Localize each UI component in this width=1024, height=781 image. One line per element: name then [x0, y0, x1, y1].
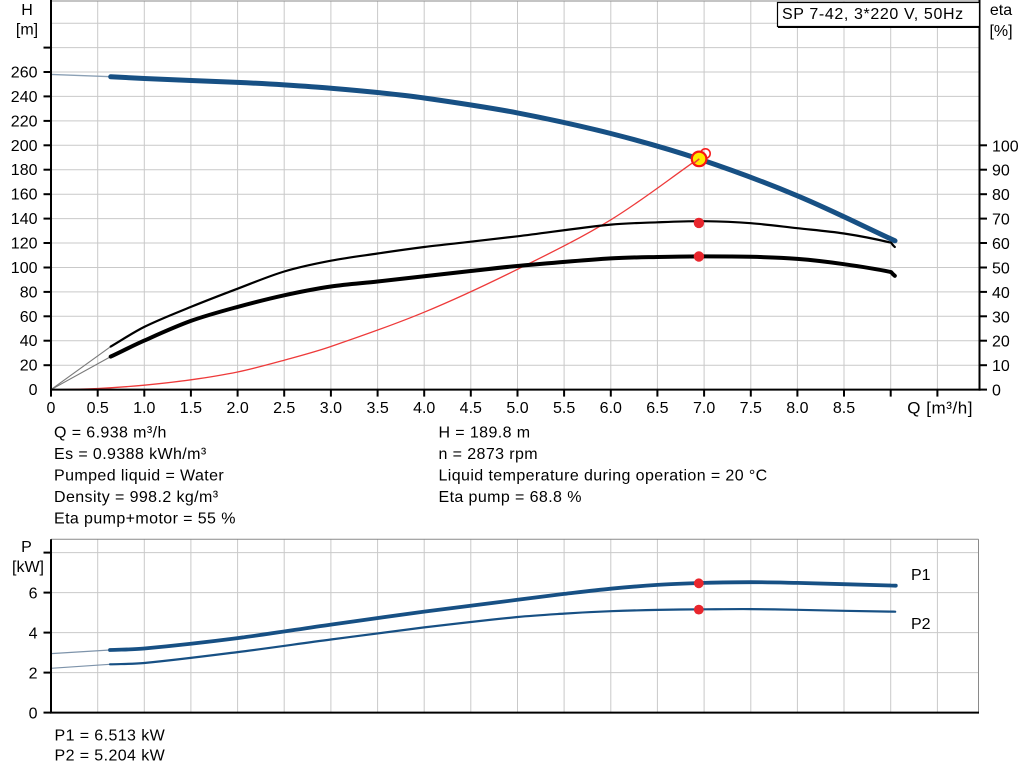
svg-text:1.0: 1.0: [133, 400, 155, 417]
svg-text:H: H: [21, 2, 33, 19]
svg-text:[m]: [m]: [16, 22, 38, 39]
svg-text:Eta pump+motor = 55 %: Eta pump+motor = 55 %: [54, 510, 236, 527]
svg-text:P: P: [21, 539, 32, 556]
svg-text:SP 7-42, 3*220 V, 50Hz: SP 7-42, 3*220 V, 50Hz: [782, 6, 964, 23]
svg-text:2: 2: [29, 666, 38, 683]
svg-text:Eta pump = 68.8 %: Eta pump = 68.8 %: [439, 489, 582, 506]
svg-text:0: 0: [992, 383, 1001, 400]
svg-text:50: 50: [992, 261, 1010, 278]
svg-text:5.0: 5.0: [506, 400, 528, 417]
svg-text:80: 80: [992, 187, 1010, 204]
svg-text:0: 0: [47, 400, 56, 417]
svg-text:7.5: 7.5: [740, 400, 762, 417]
svg-text:260: 260: [11, 65, 38, 82]
svg-text:3.0: 3.0: [320, 400, 342, 417]
svg-text:P2 = 5.204 kW: P2 = 5.204 kW: [55, 748, 166, 765]
svg-text:6: 6: [29, 586, 38, 603]
svg-text:2.0: 2.0: [226, 400, 248, 417]
svg-text:eta: eta: [990, 2, 1012, 19]
svg-text:60: 60: [20, 309, 38, 326]
svg-text:60: 60: [992, 236, 1010, 253]
svg-text:[%]: [%]: [989, 23, 1012, 40]
svg-text:P2: P2: [911, 616, 931, 633]
svg-text:Es = 0.9388 kWh/m³: Es = 0.9388 kWh/m³: [54, 446, 207, 463]
svg-text:Pumped liquid = Water: Pumped liquid = Water: [54, 467, 224, 484]
svg-text:100: 100: [11, 260, 38, 277]
svg-text:Q [m³/h]: Q [m³/h]: [907, 399, 973, 418]
svg-text:40: 40: [20, 333, 38, 350]
svg-text:140: 140: [11, 211, 38, 228]
svg-text:4.0: 4.0: [413, 400, 435, 417]
svg-text:8.5: 8.5: [833, 400, 855, 417]
svg-text:0.5: 0.5: [87, 400, 109, 417]
svg-text:7.0: 7.0: [693, 400, 715, 417]
svg-text:Q = 6.938 m³/h: Q = 6.938 m³/h: [54, 424, 167, 441]
svg-text:20: 20: [20, 358, 38, 375]
svg-text:90: 90: [992, 163, 1010, 180]
svg-text:160: 160: [11, 187, 38, 204]
svg-text:[kW]: [kW]: [12, 559, 44, 576]
svg-text:10: 10: [992, 358, 1010, 375]
svg-text:n = 2873 rpm: n = 2873 rpm: [439, 446, 539, 463]
svg-text:40: 40: [992, 285, 1010, 302]
svg-text:20: 20: [992, 334, 1010, 351]
svg-text:240: 240: [11, 89, 38, 106]
svg-text:5.5: 5.5: [553, 400, 575, 417]
svg-text:Liquid temperature during oper: Liquid temperature during operation = 20…: [439, 467, 768, 484]
svg-text:8.0: 8.0: [786, 400, 808, 417]
svg-text:4.5: 4.5: [460, 400, 482, 417]
svg-text:2.5: 2.5: [273, 400, 295, 417]
svg-text:P1: P1: [911, 567, 931, 584]
svg-text:4: 4: [29, 626, 38, 643]
svg-text:70: 70: [992, 212, 1010, 229]
svg-text:100: 100: [992, 138, 1019, 155]
svg-text:6.0: 6.0: [600, 400, 622, 417]
svg-text:80: 80: [20, 284, 38, 301]
svg-text:1.5: 1.5: [180, 400, 202, 417]
svg-text:H = 189.8 m: H = 189.8 m: [439, 424, 531, 441]
svg-text:200: 200: [11, 138, 38, 155]
svg-text:0: 0: [29, 706, 38, 723]
svg-text:220: 220: [11, 113, 38, 130]
svg-text:6.5: 6.5: [646, 400, 668, 417]
svg-text:0: 0: [29, 382, 38, 399]
svg-text:30: 30: [992, 309, 1010, 326]
svg-text:180: 180: [11, 162, 38, 179]
svg-text:Density = 998.2 kg/m³: Density = 998.2 kg/m³: [54, 489, 219, 506]
svg-text:3.5: 3.5: [366, 400, 388, 417]
svg-text:120: 120: [11, 236, 38, 253]
svg-text:P1 = 6.513 kW: P1 = 6.513 kW: [55, 727, 166, 744]
